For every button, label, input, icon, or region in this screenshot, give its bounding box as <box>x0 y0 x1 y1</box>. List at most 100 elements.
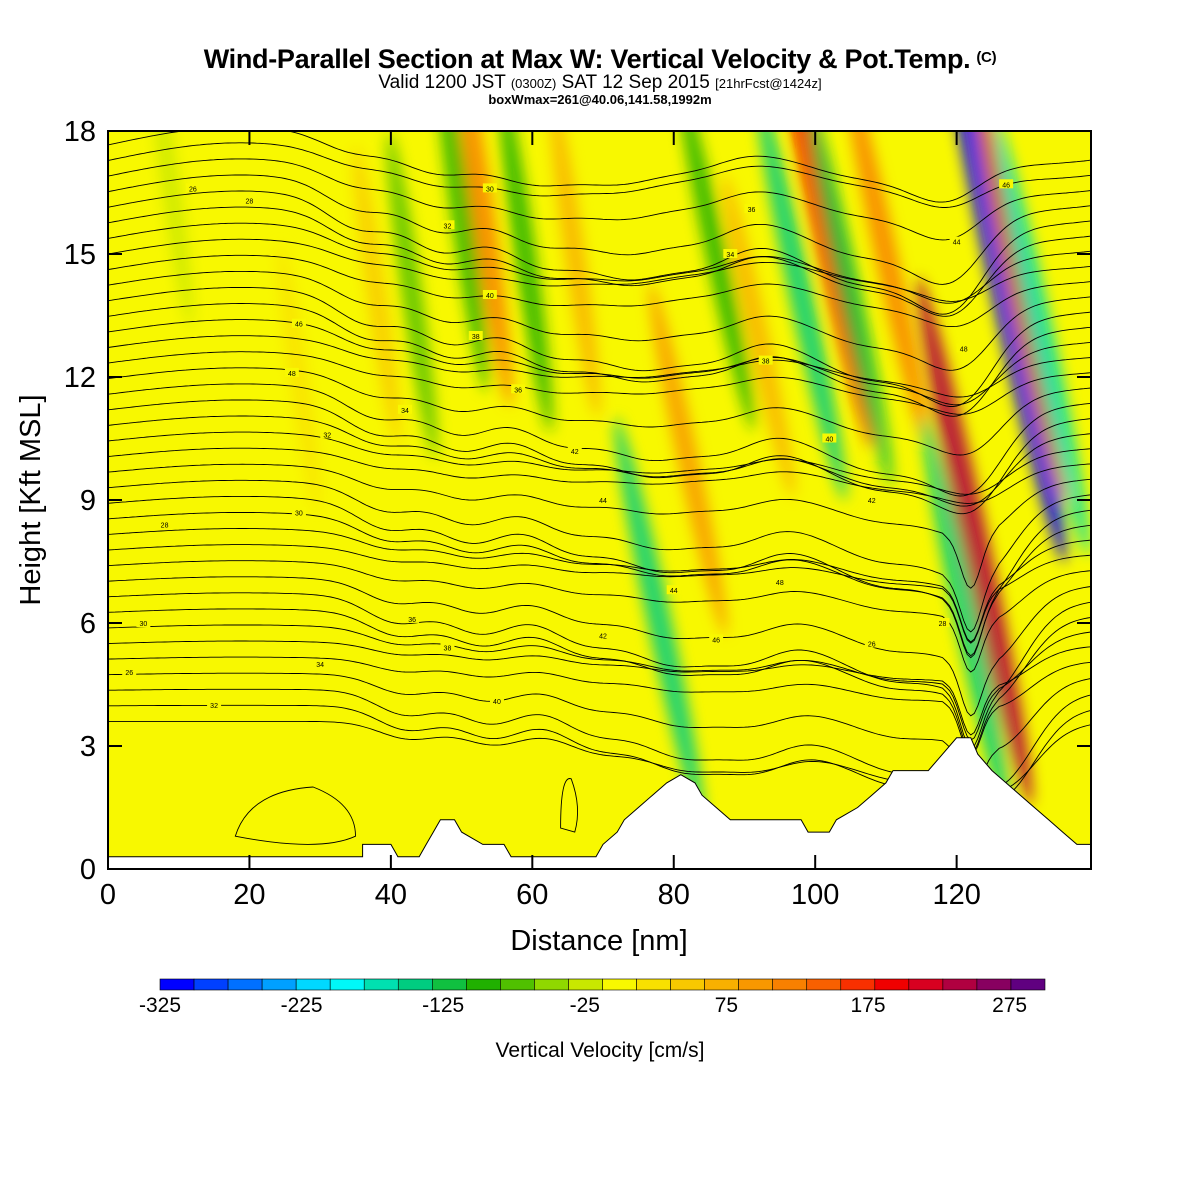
theta-contour-label: 46 <box>295 322 303 329</box>
colorbar-swatch <box>942 978 978 991</box>
box-info: boxWmax=261@40.06,141.58,1992m <box>488 92 712 107</box>
colorbar-swatch <box>806 978 842 991</box>
theta-contour-label: 32 <box>210 703 218 710</box>
theta-contour-label: 34 <box>316 662 324 669</box>
theta-contour-line <box>108 131 1091 203</box>
theta-contour-line <box>108 174 1091 285</box>
theta-contour-line <box>108 431 1091 495</box>
theta-contour-label: 28 <box>246 199 254 206</box>
y-tick-label: 9 <box>80 485 96 517</box>
x-tick-label: 80 <box>658 879 690 911</box>
theta-contour-label: 40 <box>493 699 501 706</box>
theta-contour-label: 32 <box>323 432 331 439</box>
colorbar-swatch <box>636 978 671 991</box>
colorbar-swatch <box>874 978 910 991</box>
theta-contour-line <box>108 544 1091 644</box>
theta-contour-line <box>108 142 1091 208</box>
theta-contour-label: 44 <box>953 240 961 247</box>
theta-contour-label: 46 <box>712 637 720 644</box>
colorbar-swatch <box>704 978 739 991</box>
colorbar-tick-label: -325 <box>139 994 181 1017</box>
forecast-info: [21hrFcst@1424z] <box>715 76 822 91</box>
theta-contour-line <box>108 238 1091 302</box>
colorbar-swatch <box>466 978 501 991</box>
w-feature-12 <box>755 131 847 501</box>
colorbar-swatch <box>261 978 297 991</box>
theta-contour-loop <box>560 778 579 833</box>
theta-contour-label: 30 <box>486 186 494 193</box>
theta-contour-line <box>108 399 1091 515</box>
colorbar-swatch <box>432 978 467 991</box>
colorbar-swatch <box>500 978 535 991</box>
chart-subtitle: Valid 1200 JST (0300Z) SAT 12 Sep 2015 [… <box>0 72 1200 94</box>
y-tick-label: 3 <box>80 731 96 763</box>
w-feature-0 <box>151 131 193 327</box>
theta-contour-line <box>108 592 1091 749</box>
vertical-velocity-field <box>151 131 1090 829</box>
theta-contour-label: 40 <box>486 293 494 300</box>
theta-contour-line <box>108 367 1091 456</box>
x-tick-label: 40 <box>375 879 407 911</box>
colorbar-swatch <box>1010 978 1046 991</box>
valid-utc: (0300Z) <box>510 76 557 91</box>
copyright-mark: (C) <box>976 49 997 66</box>
theta-contour-label: 42 <box>868 498 876 505</box>
theta-contour-label: 38 <box>762 359 770 366</box>
theta-contour-label: 30 <box>295 510 303 517</box>
theta-contour-label: 40 <box>825 437 833 444</box>
y-tick-label: 6 <box>80 608 96 640</box>
theta-contour-label: 42 <box>571 449 579 456</box>
theta-contour-line <box>108 415 1091 507</box>
colorbar-swatch <box>329 978 365 991</box>
colorbar-swatch <box>840 978 876 991</box>
theta-contour-label: 34 <box>401 408 409 415</box>
theta-contour-label: 44 <box>599 498 607 505</box>
theta-contour-line <box>108 383 1091 497</box>
colorbar-swatch <box>397 978 433 991</box>
colorbar-tick-label: 175 <box>850 994 885 1017</box>
y-axis-label: Height [Kft MSL] <box>15 394 47 605</box>
colorbar-swatch <box>363 978 399 991</box>
y-tick-label: 18 <box>64 116 96 148</box>
theta-contour-label: 28 <box>161 523 169 530</box>
theta-contour-label: 48 <box>960 346 968 353</box>
colorbar-swatch <box>908 978 944 991</box>
theta-contour-line <box>108 222 1091 304</box>
valid-date: SAT 12 Sep 2015 <box>561 72 710 93</box>
x-axis-label: Distance [nm] <box>510 925 687 957</box>
theta-contour-label: 48 <box>776 580 784 587</box>
colorbar-tick-label: -25 <box>570 994 600 1017</box>
x-tick-label: 0 <box>100 879 116 911</box>
w-feature-1 <box>278 243 320 511</box>
colorbar-swatch <box>193 978 229 991</box>
w-feature-16 <box>916 276 1033 806</box>
colorbar-swatch <box>602 978 637 991</box>
colorbar-swatch <box>295 978 331 991</box>
w-feature-5 <box>453 131 513 407</box>
theta-contour-line <box>108 287 1091 407</box>
theta-contour-line <box>108 528 1091 643</box>
colorbar-swatch <box>568 978 603 991</box>
w-feature-3 <box>387 131 438 459</box>
theta-contour-line <box>108 495 1091 659</box>
colorbar-label: Vertical Velocity [cm/s] <box>496 1039 705 1062</box>
theta-contour-line <box>108 479 1091 633</box>
x-tick-label: 100 <box>791 879 839 911</box>
colorbar-swatch <box>534 978 569 991</box>
theta-contour-label: 44 <box>670 588 678 595</box>
theta-contour-line <box>108 672 1091 798</box>
x-tick-label: 20 <box>233 879 265 911</box>
potential-temperature-contours: 26 28 30 32 34 36 38 40 42 44 46 48 26 28 30 32 34 36 38 40… <box>108 131 1091 848</box>
colorbar-tick-label: -225 <box>281 994 323 1017</box>
theta-contour-line <box>108 206 1091 317</box>
colorbar-swatch <box>738 978 773 991</box>
colorbar: -325 -225 -125 -25 75 175 275 <box>139 978 1046 1017</box>
w-feature-10 <box>677 131 755 431</box>
colorbar-tick-label: 75 <box>715 994 738 1017</box>
x-axis: 0 20 40 60 80 100 120 <box>100 131 981 911</box>
w-feature-8 <box>614 417 705 829</box>
theta-contour-line <box>108 608 1091 754</box>
theta-contour-label: 36 <box>408 617 416 624</box>
